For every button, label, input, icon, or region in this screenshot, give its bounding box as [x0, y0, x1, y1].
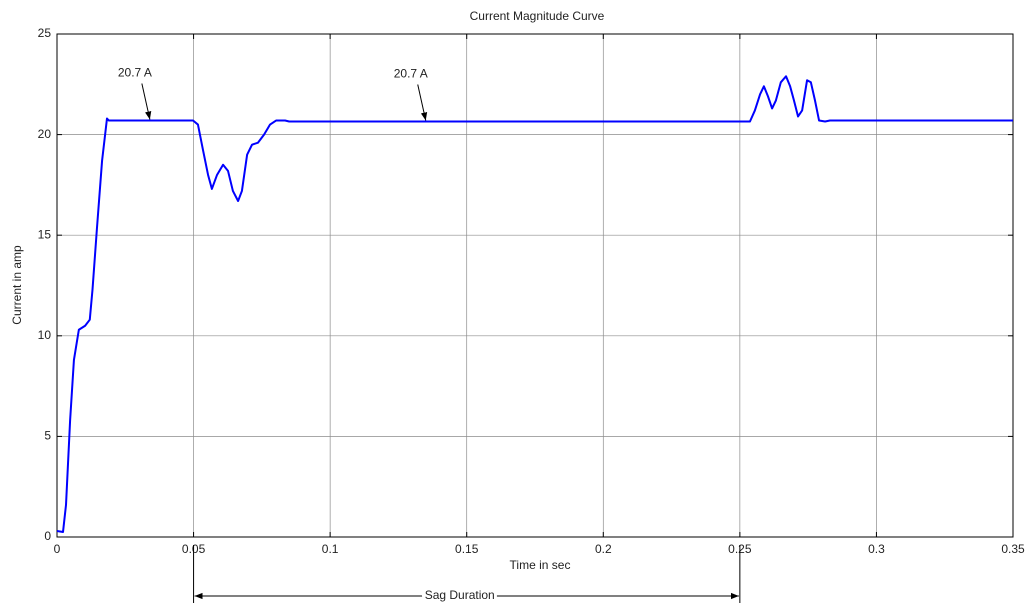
y-tick-label: 25: [38, 26, 52, 40]
annotation-label: 20.7 A: [118, 66, 152, 80]
data-line: [56, 75, 1013, 533]
annotation-arrow: [141, 83, 152, 120]
annotation-label: 20.7 A: [394, 67, 428, 81]
x-tick-label: 0.15: [455, 542, 479, 556]
span-label: Sag Duration: [425, 588, 495, 602]
plot-frame: [56, 33, 1014, 538]
x-tick-label: 0.35: [1001, 542, 1025, 556]
y-tick-label: 15: [38, 227, 52, 241]
annotation-arrow: [417, 84, 428, 121]
x-tick-label: 0.2: [595, 542, 612, 556]
x-tick-label: 0: [54, 542, 61, 556]
y-axis-label: Current in amp: [10, 245, 24, 325]
chart-title: Current Magnitude Curve: [470, 9, 605, 23]
y-tick-label: 10: [38, 328, 52, 342]
y-tick-label: 0: [44, 529, 51, 543]
y-tick-label: 20: [38, 127, 52, 141]
y-tick-label: 5: [44, 429, 51, 443]
x-tick-label: 0.1: [322, 542, 339, 556]
x-axis-label: Time in sec: [510, 558, 571, 572]
x-tick-label: 0.3: [868, 542, 885, 556]
